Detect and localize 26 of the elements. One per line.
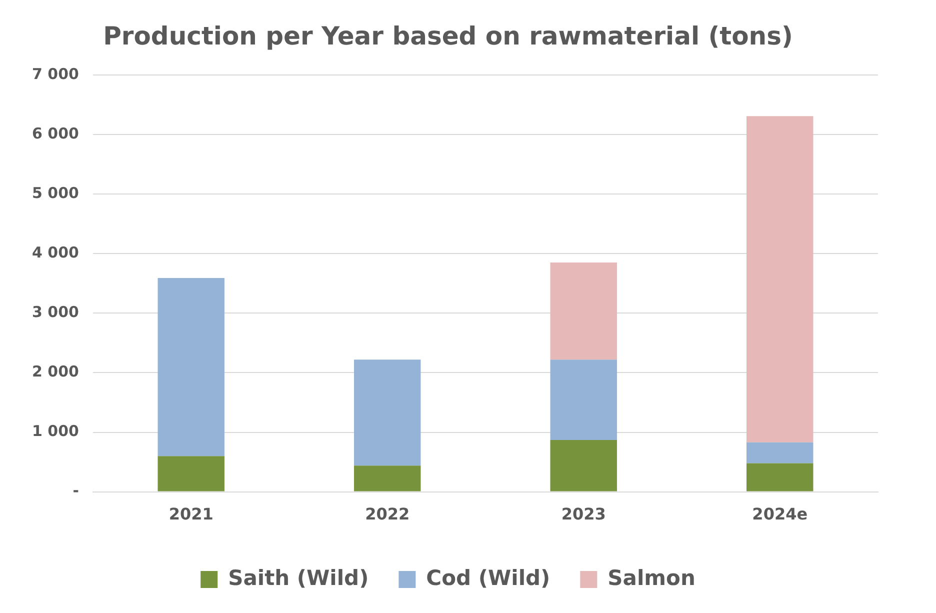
y-tick-label: 5 000 bbox=[32, 184, 79, 202]
chart-title: Production per Year based on rawmaterial (tons) bbox=[103, 22, 793, 50]
y-tick-label: 3 000 bbox=[32, 303, 79, 322]
bar bbox=[550, 360, 617, 440]
bar bbox=[354, 360, 421, 466]
bar bbox=[746, 442, 814, 464]
y-tick-label: 2 000 bbox=[32, 362, 79, 381]
x-tick-label: 2023 bbox=[561, 504, 606, 524]
bar bbox=[746, 463, 814, 492]
x-tick-label: 2021 bbox=[168, 504, 214, 524]
y-tick-label: 1 000 bbox=[32, 422, 79, 440]
legend-label: Saith (Wild) bbox=[228, 566, 369, 590]
bar bbox=[746, 116, 814, 442]
x-tick-label: 2022 bbox=[365, 504, 410, 524]
y-tick-label: 7 000 bbox=[32, 64, 79, 83]
bar bbox=[158, 456, 224, 492]
legend-label: Salmon bbox=[608, 566, 696, 590]
legend-label: Cod (Wild) bbox=[426, 566, 550, 590]
y-tick-label: 6 000 bbox=[32, 124, 79, 142]
y-tick-label: - bbox=[72, 482, 79, 500]
x-tick-label: 2024e bbox=[752, 504, 808, 524]
y-tick-label: 4 000 bbox=[32, 244, 79, 262]
bar bbox=[354, 466, 421, 492]
bar bbox=[550, 440, 617, 492]
bar bbox=[158, 278, 224, 456]
bar bbox=[550, 262, 617, 360]
